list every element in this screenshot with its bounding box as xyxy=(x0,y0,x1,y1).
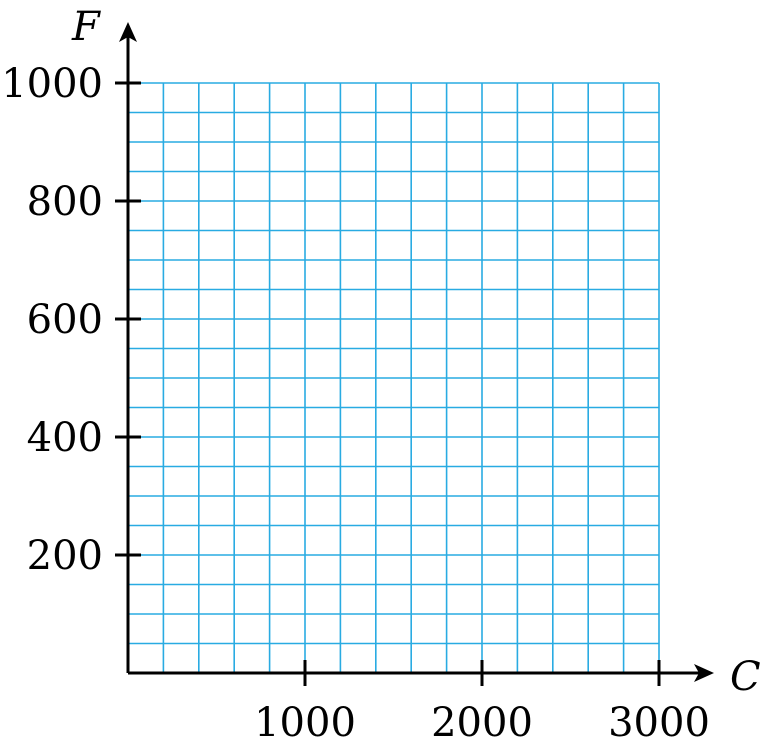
x-axis-arrowhead xyxy=(694,664,714,682)
y-axis-title: F xyxy=(71,4,101,50)
y-ticks: 200 400 600 800 1000 xyxy=(1,61,141,579)
x-axis-title: C xyxy=(730,654,761,700)
axes xyxy=(119,22,714,682)
x-tick-label: 2000 xyxy=(431,700,533,742)
y-tick-label: 400 xyxy=(27,415,103,461)
x-tick-label: 3000 xyxy=(608,700,710,742)
y-tick-label: 1000 xyxy=(1,61,103,107)
grid xyxy=(128,82,660,673)
y-tick-label: 800 xyxy=(27,179,103,225)
x-tick-label: 1000 xyxy=(254,700,356,742)
y-axis-arrowhead xyxy=(119,22,137,42)
x-ticks: 1000 2000 3000 xyxy=(254,660,710,742)
y-tick-label: 600 xyxy=(27,297,103,343)
y-tick-label: 200 xyxy=(27,533,103,579)
